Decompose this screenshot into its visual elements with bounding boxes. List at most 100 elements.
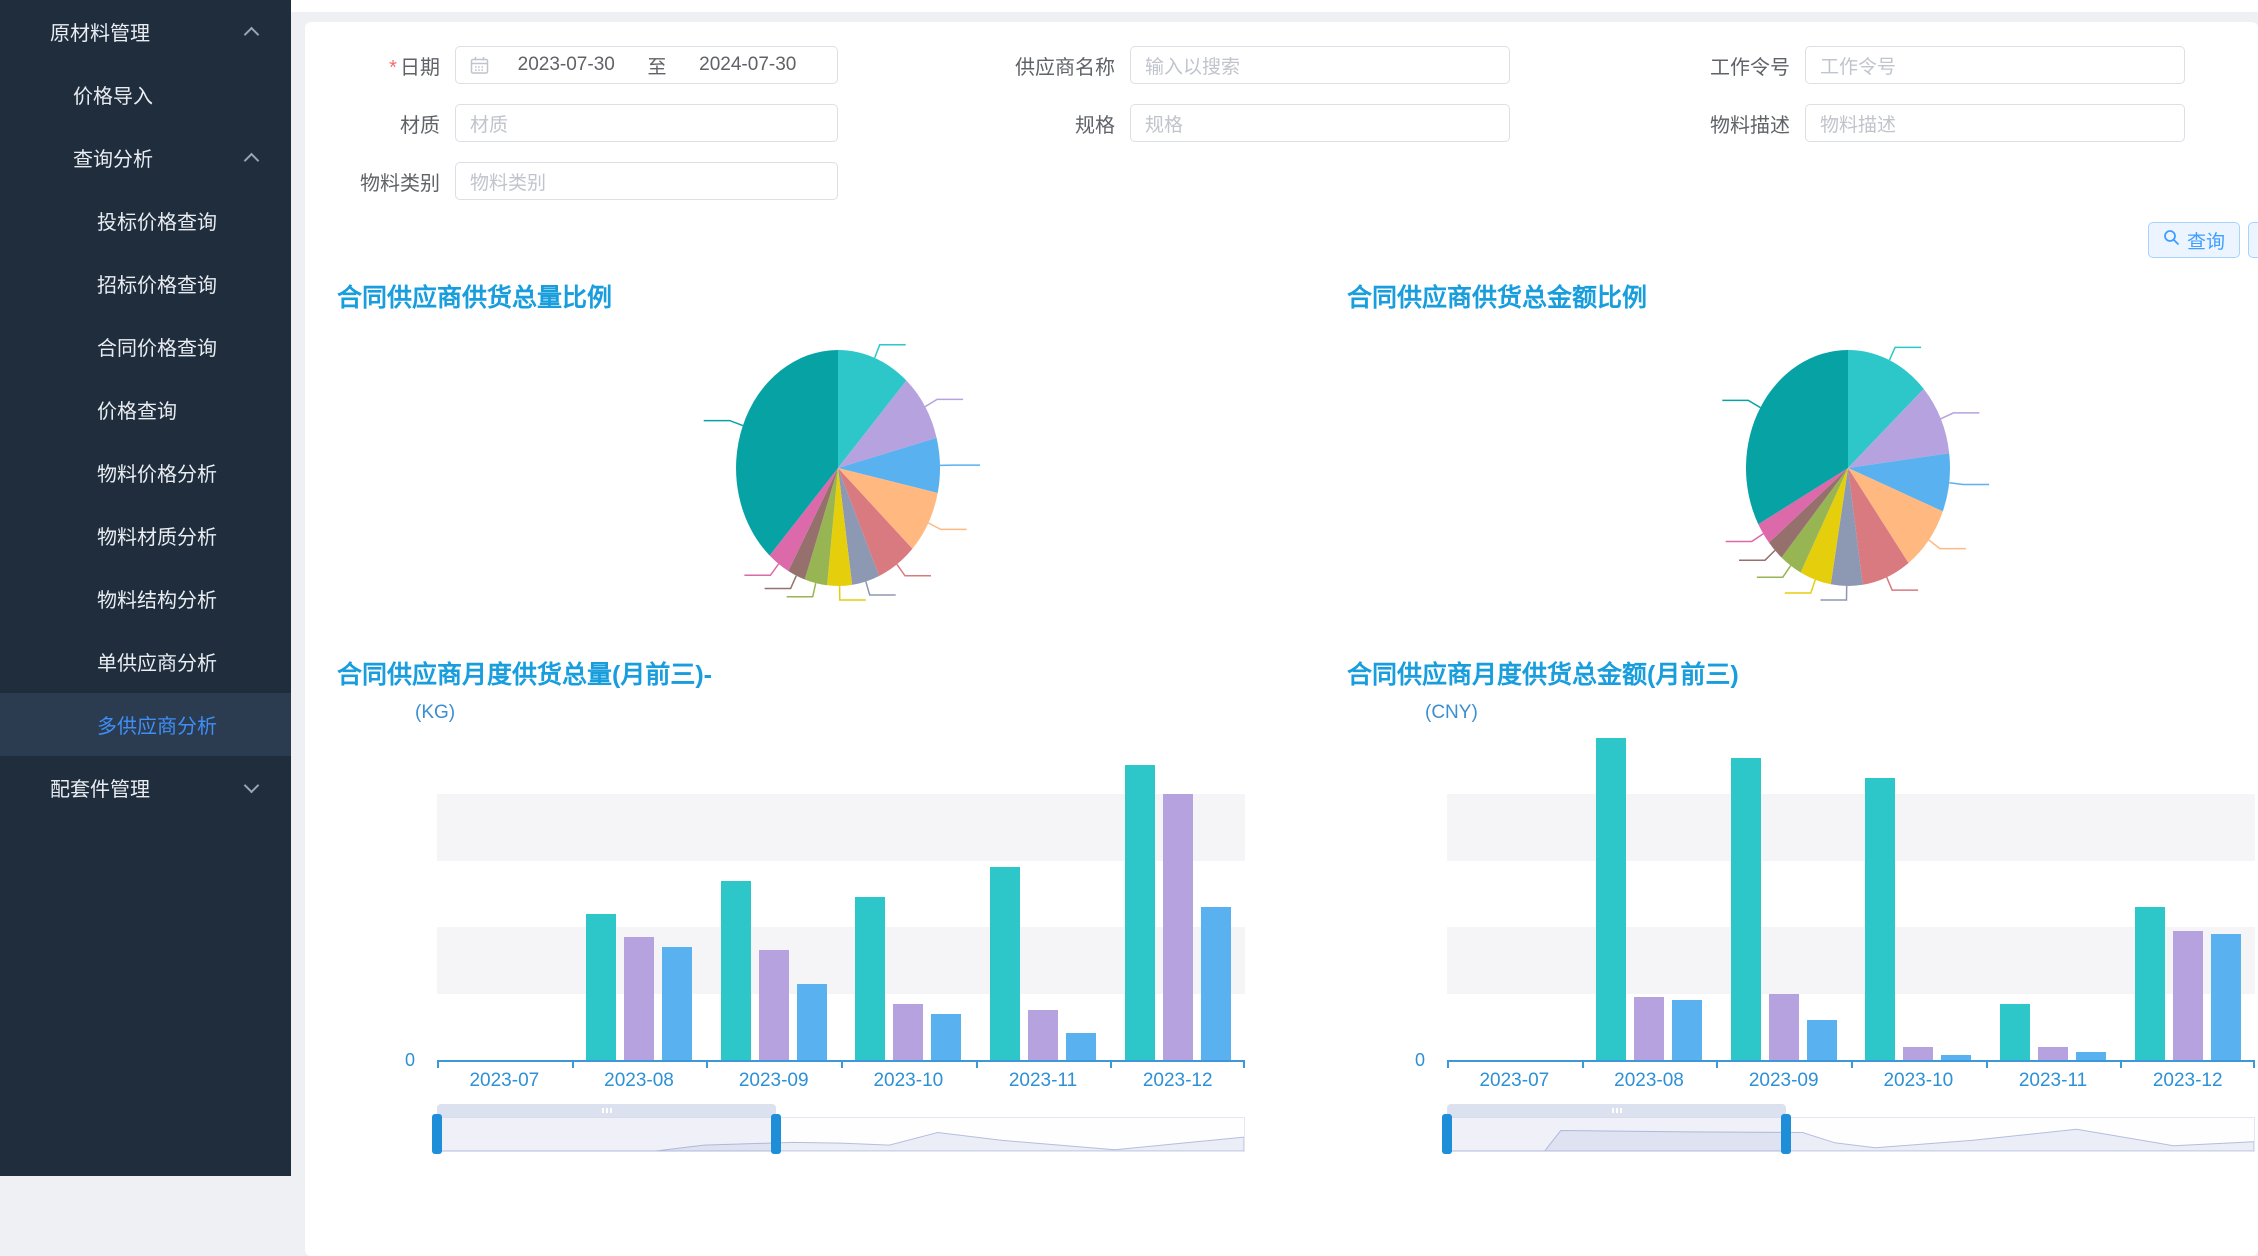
material-category-input[interactable]: 物料类别: [455, 162, 838, 200]
datazoom-right-handle[interactable]: [771, 1114, 781, 1154]
axis-tick: [572, 1060, 574, 1068]
axis-tick: [1582, 1060, 1584, 1068]
datazoom-left-handle[interactable]: [1442, 1114, 1452, 1154]
bar-series-2[interactable]: [1903, 1047, 1933, 1060]
datazoom-selection[interactable]: [1447, 1117, 1786, 1152]
page: { "app": {"background": "#eef0f4", "side…: [0, 0, 2258, 1176]
datazoom-grip-bar[interactable]: [437, 1104, 776, 1117]
axis-tick: [1447, 1060, 1449, 1068]
field-label: 供应商名称: [838, 51, 1130, 80]
sidebar-item-投标价格查询[interactable]: 投标价格查询: [0, 189, 291, 252]
bar-group-2023-09: [1716, 728, 1851, 1060]
pie-label-line: [1757, 566, 1791, 578]
bar-series-1[interactable]: [586, 914, 616, 1060]
pie-svg[interactable]: [337, 328, 1245, 608]
bar-series-3[interactable]: [797, 984, 827, 1060]
field-spec: 规格规格: [838, 104, 1510, 142]
supplier-name-input[interactable]: 输入以搜索: [1130, 46, 1510, 84]
sidebar-item-多供应商分析[interactable]: 多供应商分析: [0, 693, 291, 756]
bar-series-1[interactable]: [2000, 1004, 2030, 1060]
bar-series-1[interactable]: [1125, 765, 1155, 1061]
bar-series-3[interactable]: [2211, 934, 2241, 1060]
bar-series-3[interactable]: [1807, 1020, 1837, 1060]
datazoom-grip-bar[interactable]: [1447, 1104, 1786, 1117]
sidebar-item-物料结构分析[interactable]: 物料结构分析: [0, 567, 291, 630]
chevron-up-icon: [244, 152, 260, 168]
search-button[interactable]: 查询: [2148, 222, 2240, 258]
input-placeholder: 输入以搜索: [1145, 52, 1240, 79]
bar-series-2[interactable]: [759, 950, 789, 1060]
input-placeholder: 工作令号: [1820, 52, 1896, 79]
datazoom-left-handle[interactable]: [432, 1114, 442, 1154]
pie-svg[interactable]: [1347, 328, 2255, 608]
bar-series-3[interactable]: [2076, 1052, 2106, 1060]
sidebar-item-单供应商分析[interactable]: 单供应商分析: [0, 630, 291, 693]
x-axis-label: 2023-11: [1986, 1070, 2121, 1092]
bar-series-3[interactable]: [1672, 1000, 1702, 1060]
bar-series-1[interactable]: [1596, 738, 1626, 1060]
bar-series-2[interactable]: [2173, 931, 2203, 1061]
material-input[interactable]: 材质: [455, 104, 838, 142]
datazoom-slider[interactable]: [437, 1104, 1245, 1152]
bar-series-2[interactable]: [1634, 997, 1664, 1060]
sidebar-item-查询分析[interactable]: 查询分析: [0, 126, 291, 189]
sidebar-item-合同价格查询[interactable]: 合同价格查询: [0, 315, 291, 378]
bar-series-1[interactable]: [1865, 778, 1895, 1060]
bar-series-2[interactable]: [624, 937, 654, 1060]
x-axis-label: 2023-12: [2120, 1070, 2255, 1092]
bar-series-2[interactable]: [2038, 1047, 2068, 1060]
grip-dot: [606, 1108, 608, 1113]
search-icon: [2163, 229, 2180, 252]
bar-series-3[interactable]: [662, 947, 692, 1060]
spec-input[interactable]: 规格: [1130, 104, 1510, 142]
material-desc-input[interactable]: 物料描述: [1805, 104, 2185, 142]
pie-label-line: [897, 564, 931, 576]
sidebar-item-物料材质分析[interactable]: 物料材质分析: [0, 504, 291, 567]
axis-tick: [1851, 1060, 1853, 1068]
bar-groups: [437, 728, 1245, 1060]
datazoom-right-handle[interactable]: [1781, 1114, 1791, 1154]
chart-title: 合同供应商供货总量比例: [337, 283, 1245, 313]
work-order-input[interactable]: 工作令号: [1805, 46, 2185, 84]
clipped-secondary-button[interactable]: [2248, 222, 2258, 258]
bar-series-1[interactable]: [1731, 758, 1761, 1060]
bar-series-2[interactable]: [893, 1004, 923, 1060]
bar-series-1[interactable]: [2135, 907, 2165, 1060]
datazoom-selection[interactable]: [437, 1117, 776, 1152]
field-label: 物料描述: [1510, 109, 1805, 138]
datazoom-slider[interactable]: [1447, 1104, 2255, 1152]
bar-series-3[interactable]: [1201, 907, 1231, 1060]
chart-title: 合同供应商供货总金额比例: [1347, 283, 2255, 313]
bar-series-1[interactable]: [855, 897, 885, 1060]
pie-label-line: [1739, 550, 1775, 560]
bar-series-2[interactable]: [1769, 994, 1799, 1060]
bar-series-3[interactable]: [931, 1014, 961, 1061]
axis-tick: [1986, 1060, 1988, 1068]
field-label: *日期: [305, 51, 455, 80]
sidebar-item-价格查询[interactable]: 价格查询: [0, 378, 291, 441]
axis-tick: [2253, 1060, 2255, 1068]
bar-series-2[interactable]: [1163, 794, 1193, 1060]
bar-series-1[interactable]: [721, 881, 751, 1060]
sidebar-item-配套件管理[interactable]: 配套件管理: [0, 756, 291, 819]
pie-label-line: [840, 586, 866, 600]
bar-series-3[interactable]: [1941, 1055, 1971, 1060]
sidebar-item-物料价格分析[interactable]: 物料价格分析: [0, 441, 291, 504]
bar-series-2[interactable]: [1028, 1010, 1058, 1060]
sidebar-item-原材料管理[interactable]: 原材料管理: [0, 0, 291, 63]
bar-series-3[interactable]: [1066, 1033, 1096, 1060]
sidebar-item-label: 招标价格查询: [97, 269, 217, 298]
bar-series-1[interactable]: [990, 867, 1020, 1060]
sidebar-item-招标价格查询[interactable]: 招标价格查询: [0, 252, 291, 315]
chevron-down-icon: [244, 777, 260, 793]
sidebar-item-label: 原材料管理: [50, 17, 150, 46]
top-strip: [291, 0, 2258, 12]
sidebar-item-价格导入[interactable]: 价格导入: [0, 63, 291, 126]
axis-tick: [841, 1060, 843, 1068]
pie-label-line: [744, 564, 778, 575]
